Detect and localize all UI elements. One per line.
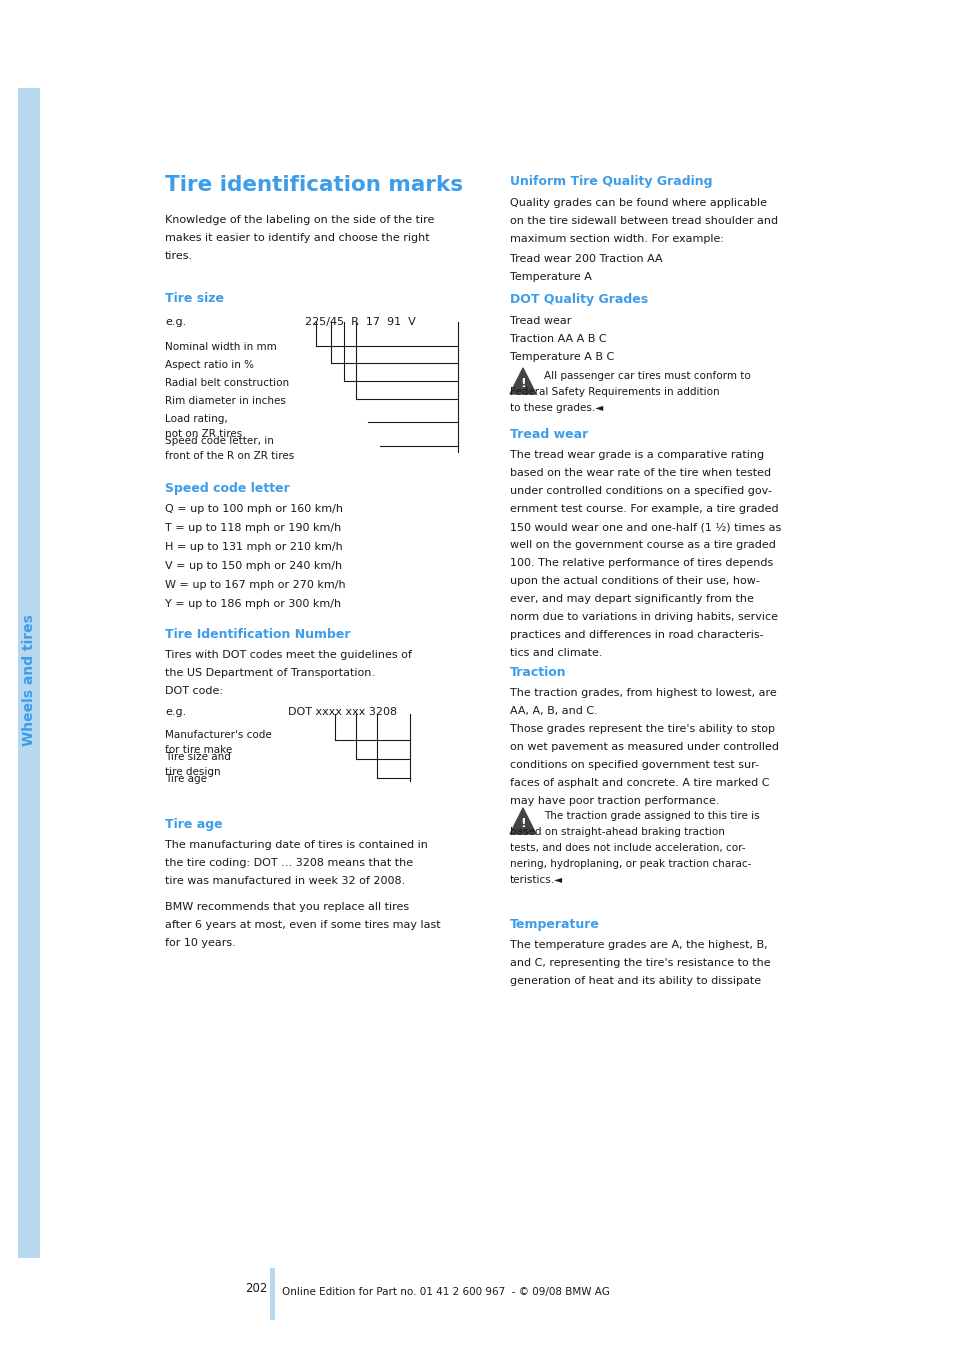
- Text: Wheels and tires: Wheels and tires: [22, 614, 36, 747]
- Text: Radial belt construction: Radial belt construction: [165, 378, 289, 387]
- Text: Traction: Traction: [510, 666, 566, 679]
- Text: AA, A, B, and C.: AA, A, B, and C.: [510, 706, 598, 716]
- Text: H = up to 131 mph or 210 km/h: H = up to 131 mph or 210 km/h: [165, 541, 342, 552]
- Polygon shape: [510, 369, 536, 394]
- Text: The tread wear grade is a comparative rating: The tread wear grade is a comparative ra…: [510, 450, 763, 460]
- Text: !: !: [519, 377, 525, 390]
- Text: !: !: [519, 817, 525, 830]
- Text: 225/45  R  17  91  V: 225/45 R 17 91 V: [305, 317, 416, 327]
- Text: Tire age: Tire age: [165, 774, 207, 784]
- Text: well on the government course as a tire graded: well on the government course as a tire …: [510, 540, 775, 549]
- Text: Tire identification marks: Tire identification marks: [165, 176, 462, 194]
- Text: upon the actual conditions of their use, how-: upon the actual conditions of their use,…: [510, 576, 760, 586]
- Text: ernment test course. For example, a tire graded: ernment test course. For example, a tire…: [510, 504, 778, 514]
- Text: Tires with DOT codes meet the guidelines of: Tires with DOT codes meet the guidelines…: [165, 649, 412, 660]
- Text: Manufacturer's code: Manufacturer's code: [165, 730, 272, 740]
- Text: T = up to 118 mph or 190 km/h: T = up to 118 mph or 190 km/h: [165, 522, 341, 533]
- Text: 150 would wear one and one-half (1 ½) times as: 150 would wear one and one-half (1 ½) ti…: [510, 522, 781, 532]
- Text: the US Department of Transportation.: the US Department of Transportation.: [165, 668, 375, 678]
- Text: Q = up to 100 mph or 160 km/h: Q = up to 100 mph or 160 km/h: [165, 504, 343, 514]
- Text: nering, hydroplaning, or peak traction charac-: nering, hydroplaning, or peak traction c…: [510, 859, 751, 869]
- Text: DOT Quality Grades: DOT Quality Grades: [510, 293, 647, 306]
- Text: for 10 years.: for 10 years.: [165, 938, 235, 948]
- Polygon shape: [510, 809, 536, 834]
- Text: teristics.◄: teristics.◄: [510, 875, 562, 886]
- Text: Tire age: Tire age: [165, 818, 222, 832]
- Text: Tread wear: Tread wear: [510, 316, 571, 325]
- Text: Those grades represent the tire's ability to stop: Those grades represent the tire's abilit…: [510, 724, 774, 734]
- Text: e.g.: e.g.: [165, 317, 186, 327]
- Text: and C, representing the tire's resistance to the: and C, representing the tire's resistanc…: [510, 958, 770, 968]
- Text: for tire make: for tire make: [165, 745, 232, 755]
- Text: under controlled conditions on a specified gov-: under controlled conditions on a specifi…: [510, 486, 771, 495]
- Text: Nominal width in mm: Nominal width in mm: [165, 342, 276, 352]
- Text: DOT xxxx xxx 3208: DOT xxxx xxx 3208: [288, 707, 396, 717]
- Text: Load rating,: Load rating,: [165, 414, 228, 424]
- Bar: [18, 88, 40, 1258]
- Text: All passenger car tires must conform to: All passenger car tires must conform to: [543, 371, 750, 381]
- Text: The traction grade assigned to this tire is: The traction grade assigned to this tire…: [543, 811, 759, 821]
- Text: generation of heat and its ability to dissipate: generation of heat and its ability to di…: [510, 976, 760, 986]
- Text: Online Edition for Part no. 01 41 2 600 967  - © 09/08 BMW AG: Online Edition for Part no. 01 41 2 600 …: [282, 1287, 609, 1297]
- Text: maximum section width. For example:: maximum section width. For example:: [510, 234, 723, 244]
- Text: Knowledge of the labeling on the side of the tire: Knowledge of the labeling on the side of…: [165, 215, 434, 225]
- Text: Aspect ratio in %: Aspect ratio in %: [165, 360, 253, 370]
- Text: tests, and does not include acceleration, cor-: tests, and does not include acceleration…: [510, 842, 745, 853]
- Text: tires.: tires.: [165, 251, 193, 261]
- Text: The manufacturing date of tires is contained in: The manufacturing date of tires is conta…: [165, 840, 428, 850]
- Text: Y = up to 186 mph or 300 km/h: Y = up to 186 mph or 300 km/h: [165, 599, 341, 609]
- Text: Tread wear 200 Traction AA: Tread wear 200 Traction AA: [510, 254, 662, 265]
- Text: Tire Identification Number: Tire Identification Number: [165, 628, 350, 641]
- Text: Rim diameter in inches: Rim diameter in inches: [165, 396, 286, 406]
- Text: Tire size: Tire size: [165, 292, 224, 305]
- Text: to these grades.◄: to these grades.◄: [510, 404, 602, 413]
- Text: after 6 years at most, even if some tires may last: after 6 years at most, even if some tire…: [165, 919, 440, 930]
- Text: faces of asphalt and concrete. A tire marked C: faces of asphalt and concrete. A tire ma…: [510, 778, 769, 788]
- Text: Speed code letter, in: Speed code letter, in: [165, 436, 274, 446]
- Text: Traction AA A B C: Traction AA A B C: [510, 333, 606, 344]
- Text: 202: 202: [245, 1282, 267, 1295]
- Text: Speed code letter: Speed code letter: [165, 482, 290, 495]
- Text: DOT code:: DOT code:: [165, 686, 223, 697]
- Text: Federal Safety Requirements in addition: Federal Safety Requirements in addition: [510, 387, 719, 397]
- Text: norm due to variations in driving habits, service: norm due to variations in driving habits…: [510, 612, 778, 622]
- Text: the tire coding: DOT … 3208 means that the: the tire coding: DOT … 3208 means that t…: [165, 859, 413, 868]
- Text: The traction grades, from highest to lowest, are: The traction grades, from highest to low…: [510, 688, 776, 698]
- Text: may have poor traction performance.: may have poor traction performance.: [510, 796, 719, 806]
- Text: on the tire sidewall between tread shoulder and: on the tire sidewall between tread shoul…: [510, 216, 778, 225]
- Text: Temperature: Temperature: [510, 918, 599, 932]
- Text: ever, and may depart significantly from the: ever, and may depart significantly from …: [510, 594, 753, 603]
- Text: BMW recommends that you replace all tires: BMW recommends that you replace all tire…: [165, 902, 409, 913]
- Text: W = up to 167 mph or 270 km/h: W = up to 167 mph or 270 km/h: [165, 580, 345, 590]
- Bar: [270, 1268, 274, 1320]
- Text: Temperature A: Temperature A: [510, 271, 591, 282]
- Text: based on the wear rate of the tire when tested: based on the wear rate of the tire when …: [510, 468, 770, 478]
- Text: Tire size and: Tire size and: [165, 752, 231, 761]
- Text: tics and climate.: tics and climate.: [510, 648, 602, 657]
- Text: 100. The relative performance of tires depends: 100. The relative performance of tires d…: [510, 558, 773, 568]
- Text: front of the R on ZR tires: front of the R on ZR tires: [165, 451, 294, 460]
- Text: Tread wear: Tread wear: [510, 428, 588, 441]
- Text: tire design: tire design: [165, 767, 220, 778]
- Text: Temperature A B C: Temperature A B C: [510, 352, 614, 362]
- Text: makes it easier to identify and choose the right: makes it easier to identify and choose t…: [165, 234, 429, 243]
- Text: e.g.: e.g.: [165, 707, 186, 717]
- Text: tire was manufactured in week 32 of 2008.: tire was manufactured in week 32 of 2008…: [165, 876, 405, 886]
- Text: conditions on specified government test sur-: conditions on specified government test …: [510, 760, 759, 770]
- Text: based on straight-ahead braking traction: based on straight-ahead braking traction: [510, 828, 724, 837]
- Text: Uniform Tire Quality Grading: Uniform Tire Quality Grading: [510, 176, 712, 188]
- Text: practices and differences in road characteris-: practices and differences in road charac…: [510, 630, 762, 640]
- Text: The temperature grades are A, the highest, B,: The temperature grades are A, the highes…: [510, 940, 767, 950]
- Text: V = up to 150 mph or 240 km/h: V = up to 150 mph or 240 km/h: [165, 562, 342, 571]
- Text: on wet pavement as measured under controlled: on wet pavement as measured under contro…: [510, 743, 779, 752]
- Text: Quality grades can be found where applicable: Quality grades can be found where applic…: [510, 198, 766, 208]
- Text: not on ZR tires: not on ZR tires: [165, 429, 242, 439]
